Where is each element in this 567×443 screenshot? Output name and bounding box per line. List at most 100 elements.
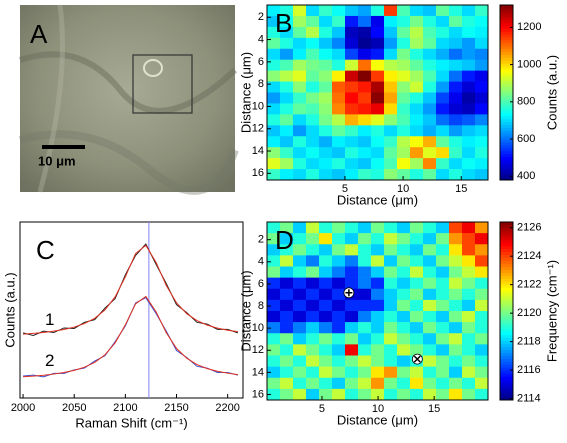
- heatmap-cell: [475, 81, 489, 93]
- heatmap-cell: [462, 147, 476, 159]
- heatmap-cell: [280, 125, 294, 137]
- x-tick-label: 5: [319, 403, 325, 415]
- heatmap-cell: [345, 277, 359, 290]
- heatmap-cell: [397, 169, 411, 181]
- heatmap-cell: [332, 333, 346, 345]
- colorbar-swatch: [500, 376, 513, 380]
- heatmap-cell: [345, 147, 359, 159]
- heatmap-cell: [332, 92, 346, 104]
- heatmap-cell: [449, 158, 463, 170]
- heatmap-cell: [397, 70, 411, 82]
- heatmap-cell: [397, 222, 411, 234]
- heatmap-cell: [332, 114, 346, 126]
- colorbar-tick-label: 2122: [517, 279, 541, 291]
- heatmap-cell: [384, 125, 398, 137]
- heatmap-cell: [384, 311, 398, 323]
- colorbar-swatch: [500, 124, 513, 128]
- colorbar-swatch: [500, 248, 513, 253]
- heatmap-cell: [293, 26, 307, 39]
- heatmap-cell: [345, 244, 359, 256]
- colorbar-swatch: [500, 45, 513, 50]
- colorbar-swatch: [500, 89, 513, 93]
- heatmap-cell: [306, 15, 320, 28]
- heatmap-cell: [371, 114, 385, 126]
- y-tick-label: 2: [258, 234, 264, 246]
- colorbar-swatch: [500, 269, 513, 273]
- x-axis-label: Raman Shift (cm⁻¹): [75, 415, 187, 430]
- colorbar-swatch: [500, 153, 513, 158]
- colorbar-swatch: [500, 340, 513, 345]
- heatmap-cell: [280, 37, 294, 50]
- heatmap-cell: [436, 366, 450, 379]
- heatmap-cell: [449, 388, 463, 401]
- colorbar-swatch: [500, 98, 513, 102]
- heatmap-cell: [371, 288, 385, 301]
- heatmap-cell: [306, 344, 320, 356]
- heatmap-cell: [436, 344, 450, 356]
- heatmap-cell: [280, 169, 294, 181]
- heatmap-cell: [475, 147, 489, 159]
- heatmap-cell: [293, 114, 307, 126]
- heatmap-cell: [345, 377, 359, 390]
- heatmap-cell: [423, 322, 437, 334]
- heatmap-cell: [371, 322, 385, 334]
- heatmap-cell: [306, 366, 320, 379]
- colorbar-swatch: [500, 25, 513, 29]
- heatmap-cell: [358, 322, 372, 334]
- heatmap-cell: [280, 59, 294, 71]
- colorbar-swatch: [500, 379, 513, 383]
- colorbar-swatch: [500, 156, 513, 160]
- heatmap-cell: [319, 233, 333, 245]
- heatmap-cell: [410, 255, 424, 267]
- heatmap-cell: [319, 5, 333, 17]
- heatmap-cell: [397, 388, 411, 401]
- heatmap-cell: [267, 125, 281, 137]
- heatmap-cell: [436, 244, 450, 256]
- heatmap-cell: [371, 266, 385, 278]
- heatmap-cell: [293, 222, 307, 234]
- heatmap-cell: [397, 37, 411, 50]
- heatmap-cell: [306, 48, 320, 60]
- heatmap-cell: [462, 344, 476, 356]
- heatmap-cell: [384, 366, 398, 379]
- heatmap-cell: [371, 70, 385, 82]
- heatmap-cell: [462, 125, 476, 137]
- heatmap-cell: [384, 344, 398, 356]
- heatmap-cell: [371, 103, 385, 115]
- heatmap-cell: [475, 233, 489, 245]
- heatmap-cell: [319, 59, 333, 71]
- heatmap-cell: [371, 158, 385, 170]
- heatmap-cell: [345, 158, 359, 170]
- heatmap-cell: [384, 322, 398, 334]
- heatmap-cell: [345, 344, 359, 356]
- heatmap-cell: [449, 147, 463, 159]
- heatmap-cell: [345, 81, 359, 93]
- heatmap-cell: [293, 344, 307, 356]
- heatmap-cell: [358, 147, 372, 159]
- heatmap-cell: [293, 255, 307, 267]
- colorbar-swatch: [500, 242, 513, 247]
- heatmap-cell: [475, 26, 489, 39]
- heatmap-cell: [267, 344, 281, 356]
- colorbar-swatch: [500, 168, 513, 172]
- heatmap-cell: [293, 288, 307, 301]
- heatmap-cell: [358, 5, 372, 17]
- colorbar-swatch: [500, 313, 513, 318]
- heatmap-cell: [358, 92, 372, 104]
- heatmap-cell: [280, 70, 294, 82]
- heatmap-cell: [267, 81, 281, 93]
- heatmap-cell: [358, 70, 372, 82]
- heatmap-cell: [423, 255, 437, 267]
- heatmap-cell: [345, 311, 359, 323]
- heatmap-cell: [462, 333, 476, 345]
- colorbar-tick-label: 2116: [517, 364, 541, 376]
- heatmap-cell: [280, 147, 294, 159]
- colorbar-swatch: [500, 343, 513, 347]
- heatmap-cell: [462, 158, 476, 170]
- heatmap-cell: [293, 355, 307, 367]
- colorbar-swatch: [500, 162, 513, 166]
- colorbar-label: Counts (a.u.): [544, 55, 559, 130]
- heatmap-cell: [423, 288, 437, 301]
- heatmap-cell: [436, 322, 450, 334]
- heatmap-cell: [397, 299, 411, 312]
